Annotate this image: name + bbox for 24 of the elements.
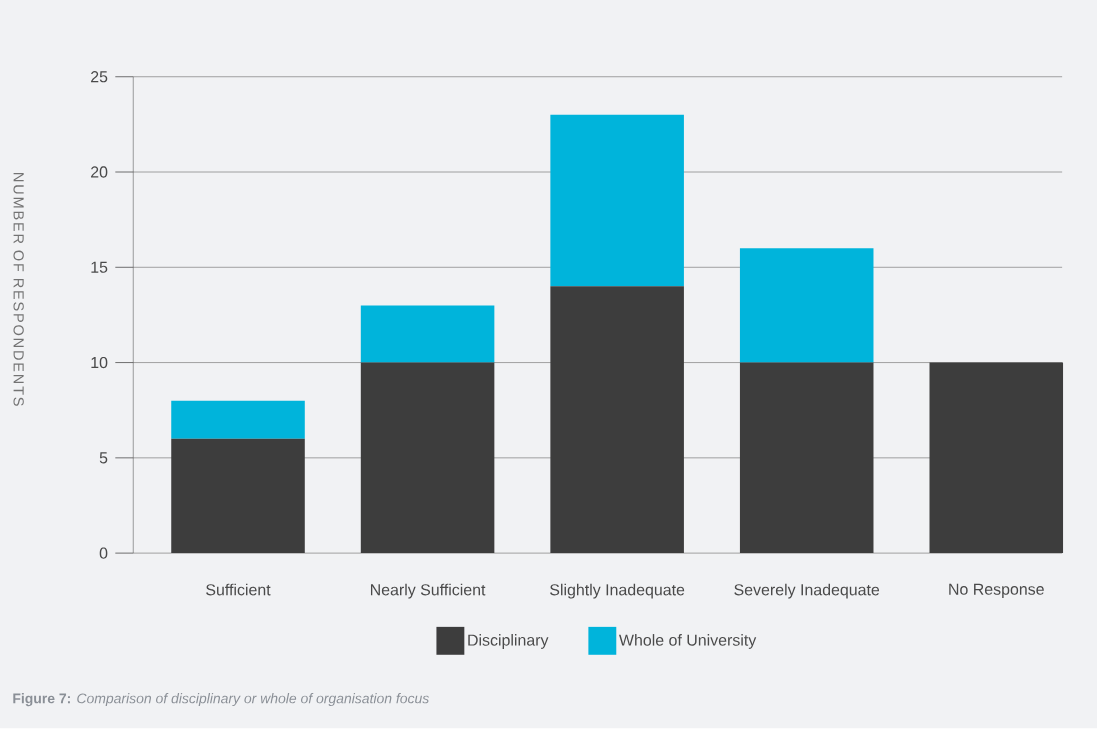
legend-label: Disciplinary	[468, 634, 549, 650]
y-tick-label: 0	[99, 547, 108, 559]
bar	[929, 362, 1064, 554]
x-tick-label: Sufficient	[206, 583, 271, 596]
bar	[739, 362, 874, 554]
x-tick-label: Severely Inadequate	[734, 583, 880, 599]
legend-label: Whole of University	[619, 634, 757, 650]
bar	[550, 286, 684, 554]
bar	[171, 439, 305, 554]
x-tick-label: No Response	[949, 583, 1044, 599]
text: Figure 7: Comparison of disciplinary or whole of organisation focus	[13, 693, 429, 707]
bar	[360, 362, 495, 554]
y-tick-label: 5	[99, 452, 108, 464]
x-tick-label: Slightly Inadequate	[550, 583, 685, 599]
bar	[171, 400, 305, 440]
bar	[360, 305, 495, 363]
y-axis-title: NUMBER OF RESPONDENTS	[13, 173, 24, 407]
bar	[739, 248, 874, 363]
y-tick-label: 10	[91, 357, 108, 369]
y-tick-label: 20	[91, 166, 108, 178]
x-tick-label: Nearly Sufficient	[370, 583, 486, 599]
y-tick-label: 25	[91, 71, 108, 83]
y-tick-label: 15	[91, 261, 108, 274]
bar	[550, 115, 684, 287]
